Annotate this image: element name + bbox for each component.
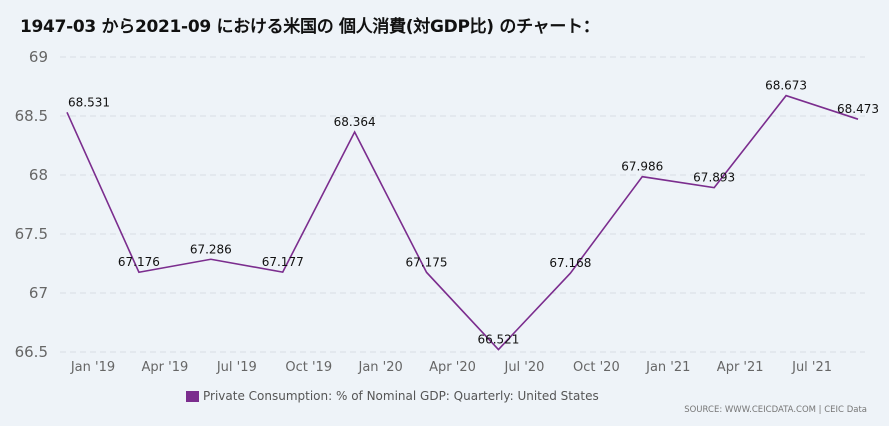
x-tick-label: Jan '21 — [645, 360, 690, 375]
y-tick-label: 66.5 — [15, 343, 48, 361]
data-label: 68.364 — [334, 115, 376, 129]
x-tick-label: Oct '19 — [285, 360, 332, 375]
x-tick-label: Jan '19 — [70, 360, 115, 375]
data-label: 67.176 — [118, 255, 160, 269]
source-credit: SOURCE: WWW.CEICDATA.COM | CEIC Data — [684, 405, 867, 415]
data-label: 68.531 — [68, 95, 110, 109]
data-label: 67.168 — [549, 256, 591, 270]
y-tick-label: 69 — [29, 48, 48, 66]
x-tick-label: Oct '20 — [573, 360, 620, 375]
legend-label: Private Consumption: % of Nominal GDP: Q… — [203, 389, 599, 403]
data-labels: 68.531 67.176 67.286 67.177 68.364 67.175 66.5… — [68, 79, 879, 347]
y-axis: 69 68.5 68 67.5 67 66.5 — [15, 48, 48, 361]
data-label: 67.893 — [693, 171, 735, 185]
x-tick-label: Jan '20 — [357, 360, 402, 375]
legend-swatch-icon — [186, 390, 199, 402]
data-label: 68.673 — [765, 79, 807, 93]
x-axis: Jan '19 Apr '19 Jul '19 Oct '19 Jan '20 Apr '… — [70, 360, 832, 375]
x-tick-label: Apr '19 — [142, 360, 189, 375]
x-tick-label: Apr '20 — [429, 360, 476, 375]
gridlines — [60, 56, 865, 353]
data-label: 67.286 — [190, 242, 232, 256]
y-tick-label: 68.5 — [15, 107, 48, 125]
y-tick-label: 68 — [29, 166, 48, 184]
data-label: 68.473 — [837, 102, 879, 116]
x-tick-label: Jul '19 — [216, 360, 257, 375]
data-label: 66.521 — [477, 333, 519, 347]
y-tick-label: 67.5 — [15, 225, 48, 243]
x-tick-label: Jul '21 — [791, 360, 832, 375]
series-line-path — [66, 94, 859, 351]
chart-title: 1947-03 から2021-09 における米国の 個人消費(対GDP比) のチ… — [20, 17, 600, 37]
x-tick-label: Jul '20 — [503, 360, 544, 375]
data-label: 67.177 — [262, 255, 304, 269]
series-line — [66, 94, 859, 351]
data-label: 67.175 — [406, 255, 448, 269]
x-tick-label: Apr '21 — [717, 360, 764, 375]
y-tick-label: 67 — [29, 284, 48, 302]
data-label: 67.986 — [621, 160, 663, 174]
legend[interactable]: Private Consumption: % of Nominal GDP: Q… — [186, 389, 599, 403]
